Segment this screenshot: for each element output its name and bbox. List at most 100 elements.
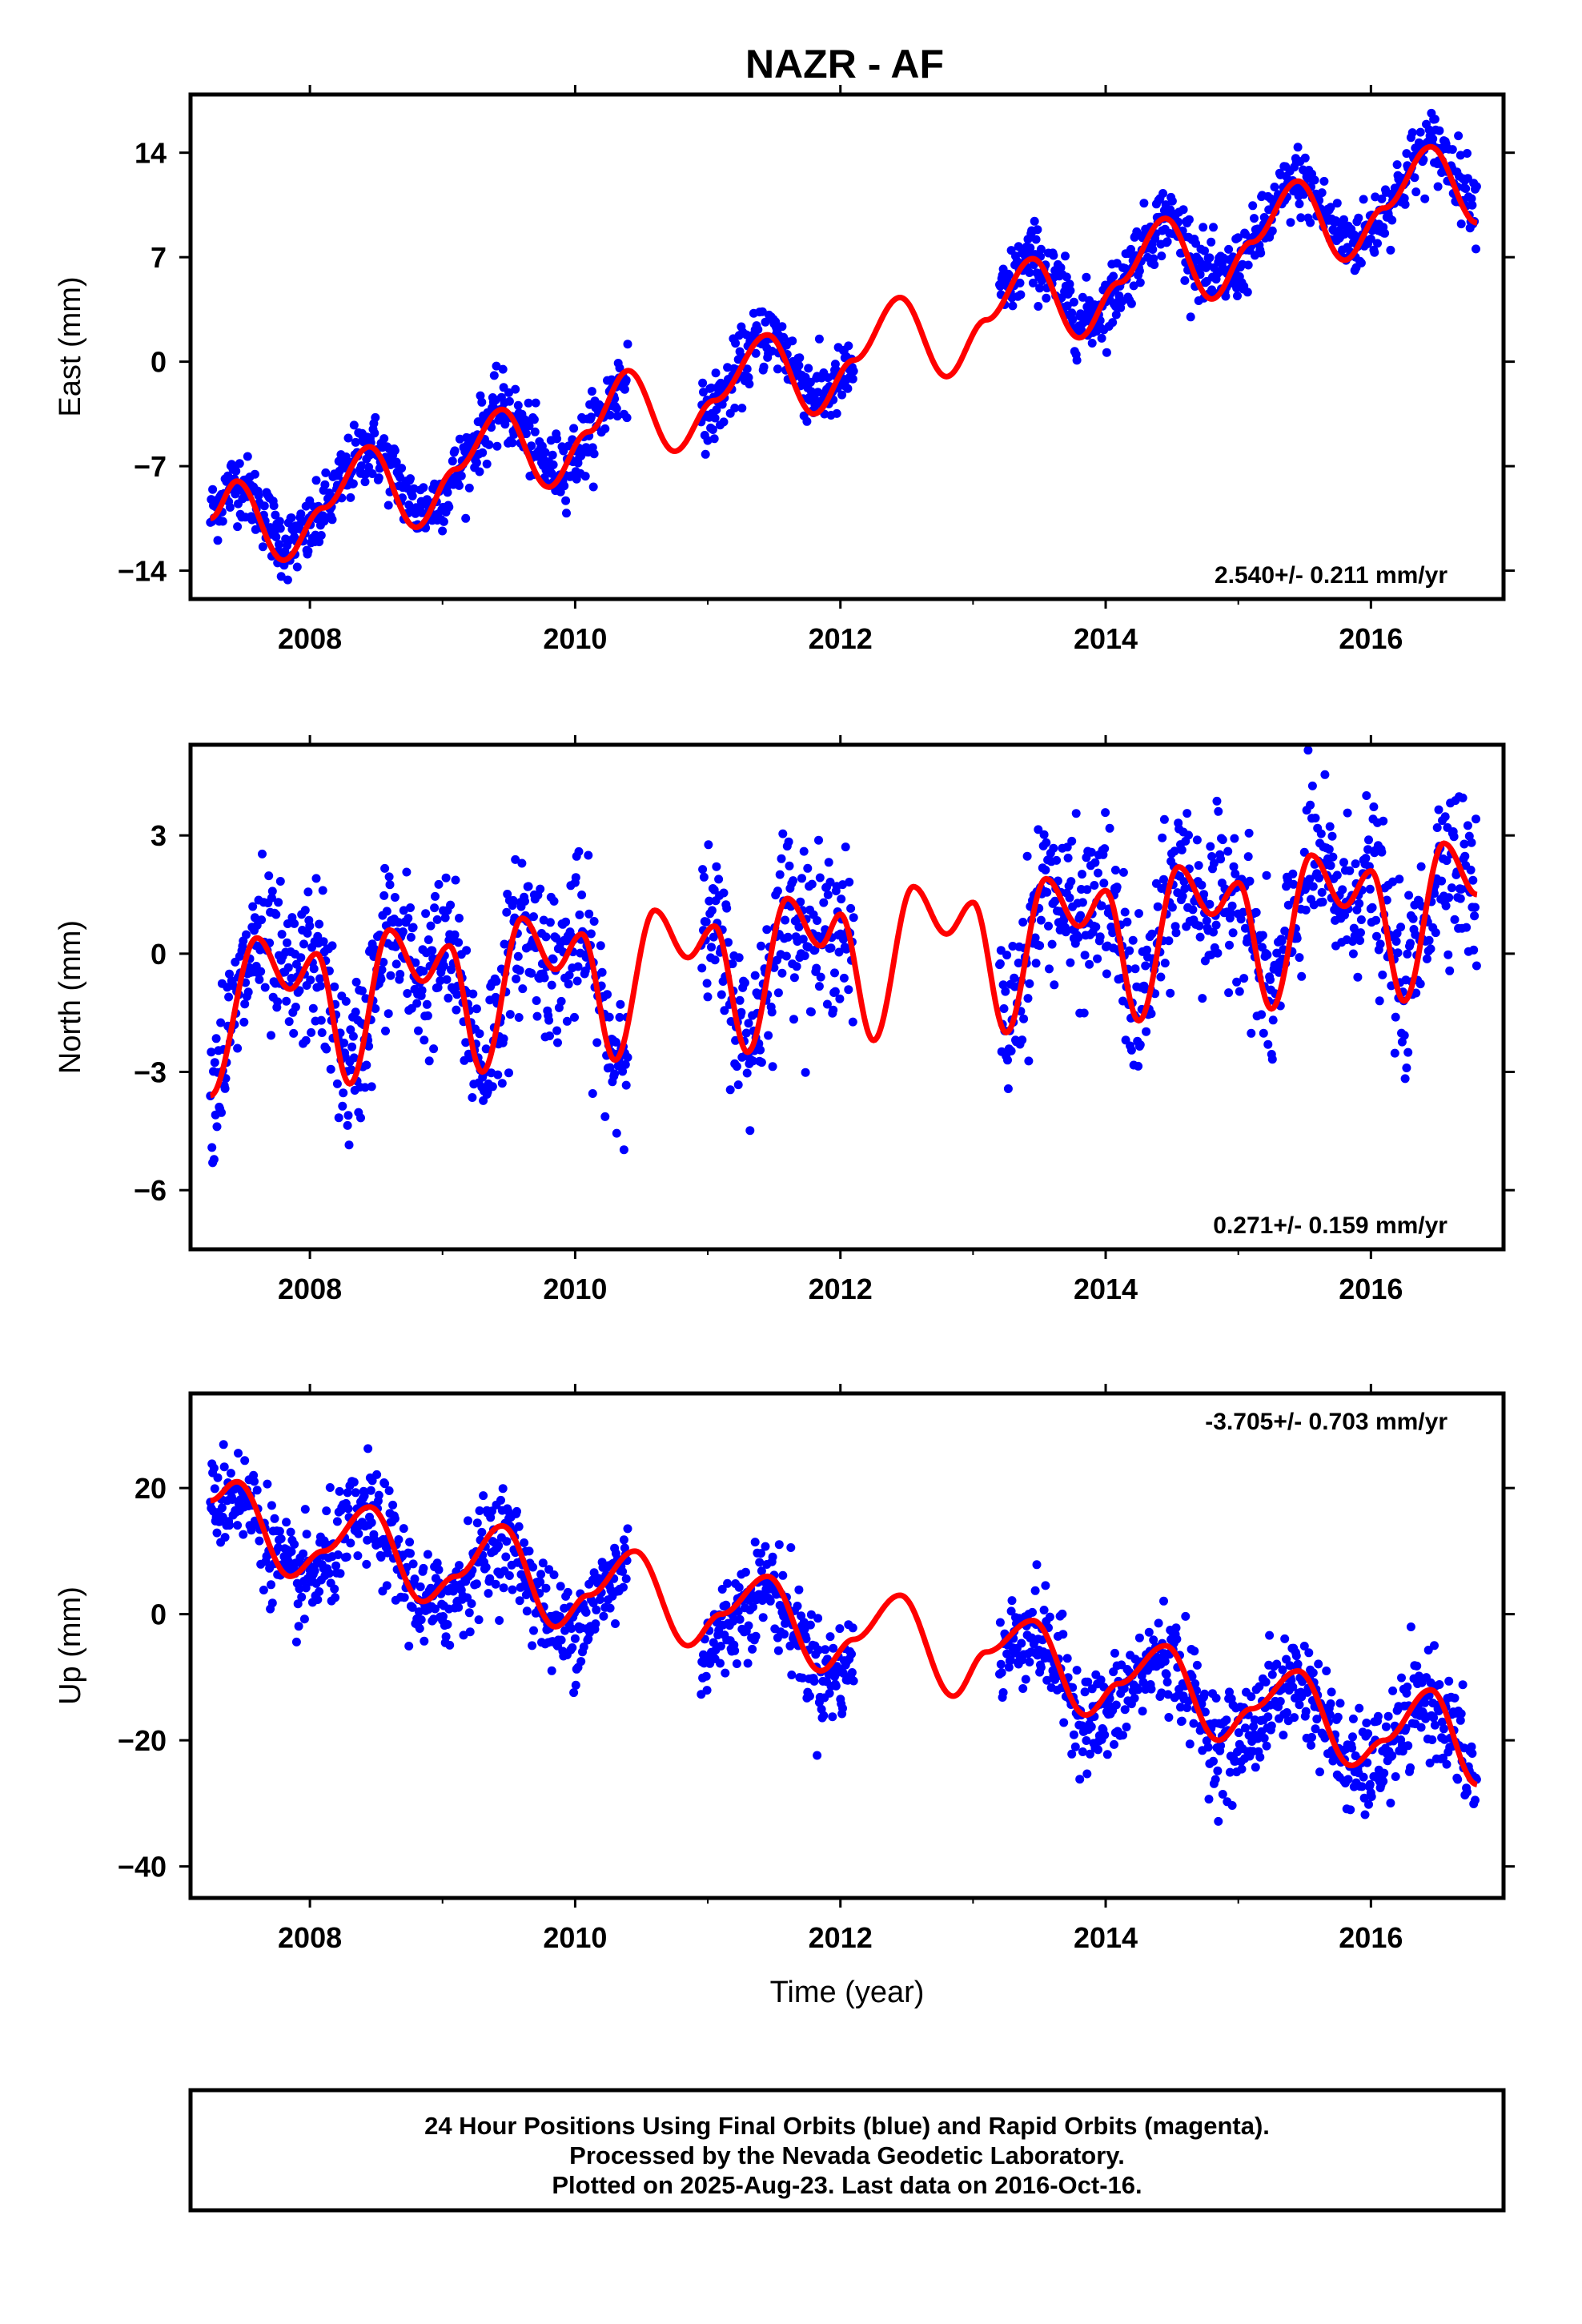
data-point	[1318, 897, 1327, 907]
data-point	[1297, 971, 1307, 981]
data-point	[1467, 838, 1476, 847]
data-point	[1044, 921, 1053, 931]
data-point	[599, 1611, 608, 1621]
data-point	[600, 1112, 610, 1121]
data-point	[773, 887, 782, 896]
data-point	[1348, 1732, 1357, 1742]
data-point	[702, 979, 712, 988]
data-point	[1311, 1724, 1320, 1734]
data-point	[1126, 244, 1135, 254]
data-point	[267, 893, 276, 903]
data-point	[1118, 867, 1128, 877]
data-point	[549, 1570, 559, 1579]
data-point	[1101, 808, 1110, 818]
data-point	[217, 1108, 226, 1117]
data-point	[325, 1483, 335, 1492]
data-point	[1366, 234, 1375, 243]
data-point	[371, 1004, 380, 1013]
data-point	[1393, 948, 1403, 958]
data-point	[742, 364, 752, 374]
data-point	[504, 1068, 513, 1078]
data-point	[605, 1063, 615, 1072]
data-point	[379, 434, 389, 444]
data-point	[1335, 1699, 1345, 1708]
data-point	[300, 1505, 310, 1514]
data-point	[1329, 1752, 1339, 1762]
data-point	[1287, 1675, 1296, 1685]
data-point	[745, 1126, 755, 1136]
data-point	[1184, 215, 1194, 224]
data-point	[998, 980, 1008, 990]
data-point	[1293, 1659, 1303, 1669]
data-point	[445, 1640, 455, 1650]
data-point	[605, 1603, 615, 1613]
data-point	[806, 1610, 816, 1619]
data-point	[1283, 1708, 1291, 1717]
data-point	[1091, 922, 1101, 931]
data-point	[341, 996, 351, 1006]
data-point	[491, 1579, 500, 1589]
data-point	[1332, 199, 1342, 208]
data-point	[1221, 292, 1231, 301]
data-point	[1191, 1679, 1200, 1688]
data-point	[1067, 308, 1077, 318]
data-point	[1182, 809, 1192, 818]
data-point	[1332, 870, 1342, 880]
data-point	[250, 1477, 259, 1486]
data-point	[1444, 893, 1454, 903]
data-point	[1002, 951, 1012, 960]
data-point	[1472, 182, 1481, 191]
data-point	[260, 983, 270, 992]
data-point	[423, 1550, 432, 1559]
data-point	[844, 985, 853, 995]
data-point	[1414, 1671, 1423, 1681]
data-point	[283, 919, 292, 928]
data-point	[1428, 134, 1438, 143]
data-point	[810, 945, 820, 955]
data-point	[1233, 292, 1242, 300]
data-point	[1258, 931, 1267, 940]
data-point	[258, 849, 267, 858]
data-point	[274, 1543, 283, 1553]
data-point	[1360, 1810, 1370, 1819]
data-point	[271, 533, 281, 541]
data-point	[796, 897, 805, 907]
data-point	[1456, 219, 1466, 229]
data-point	[1199, 890, 1209, 899]
data-point	[239, 1017, 249, 1027]
data-point	[1078, 898, 1087, 907]
data-point	[524, 421, 534, 431]
data-point	[1431, 928, 1440, 938]
data-point	[335, 1486, 344, 1496]
data-point	[1300, 153, 1310, 163]
data-point	[838, 935, 848, 944]
data-point	[1142, 945, 1151, 955]
data-point	[327, 941, 337, 951]
data-point	[322, 1044, 331, 1054]
data-point	[806, 1007, 816, 1017]
data-point	[1066, 877, 1076, 887]
data-point	[520, 896, 529, 906]
data-point	[1184, 1696, 1193, 1706]
data-point	[843, 384, 853, 393]
data-point	[366, 1486, 375, 1495]
data-point	[299, 1549, 308, 1558]
data-point	[1141, 961, 1150, 971]
data-point	[561, 496, 571, 505]
data-point	[382, 1581, 391, 1590]
data-point	[408, 923, 418, 932]
data-point	[295, 1584, 304, 1594]
data-point	[302, 1530, 311, 1539]
data-point	[809, 1676, 819, 1686]
data-point	[254, 491, 263, 501]
data-point	[1239, 907, 1248, 917]
data-point	[1348, 1714, 1358, 1723]
data-point	[804, 364, 813, 373]
data-point	[255, 1536, 264, 1546]
data-point	[313, 931, 323, 941]
data-point	[1111, 310, 1121, 320]
data-point	[721, 1668, 730, 1678]
data-point	[785, 1641, 795, 1651]
data-point	[414, 1607, 424, 1617]
data-point	[802, 416, 812, 426]
